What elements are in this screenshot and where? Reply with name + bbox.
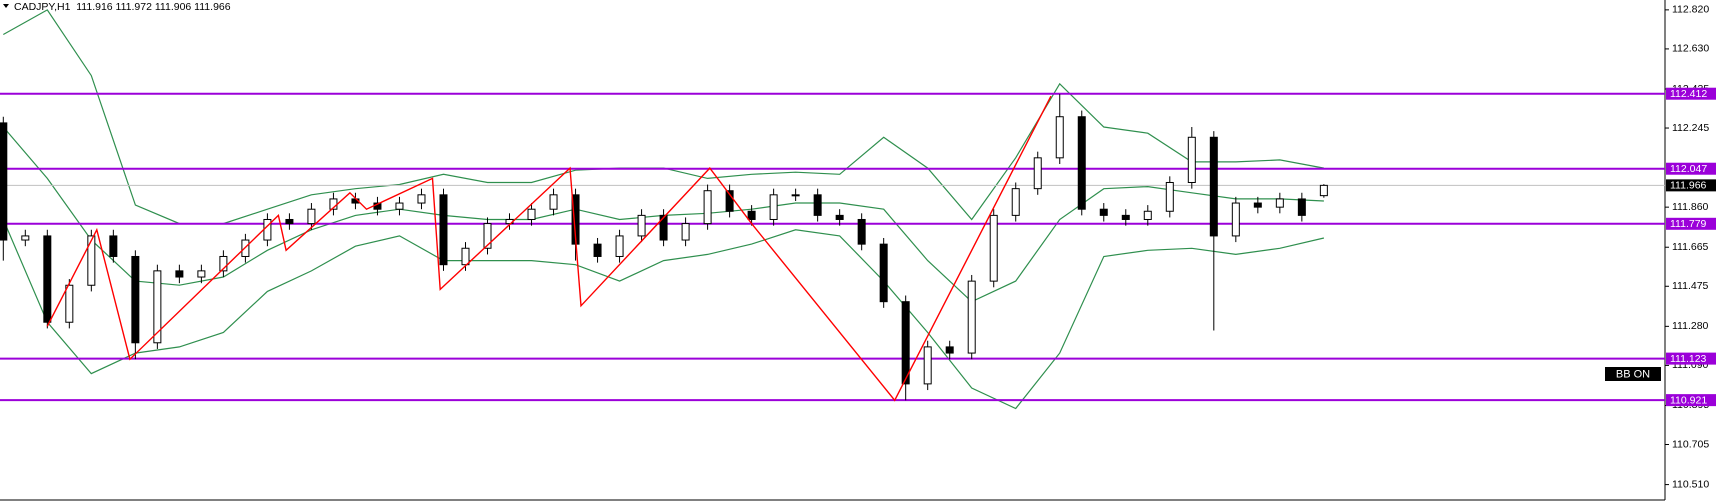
candle-body (813, 194, 822, 216)
candle-body (1099, 208, 1108, 216)
candle-body (285, 218, 294, 225)
candle-body (307, 208, 316, 225)
candle-body (43, 235, 52, 323)
candle-body (417, 194, 426, 204)
candle-body (901, 301, 910, 385)
zigzag (46, 95, 1052, 402)
candle-body (747, 210, 756, 220)
candle-body (439, 194, 448, 266)
candle-body (87, 235, 96, 286)
candle-body (615, 235, 624, 257)
candle-body (769, 194, 778, 220)
y-tick-label: 112.245 (1672, 122, 1709, 134)
candle-body (637, 214, 646, 237)
candle-body (131, 255, 140, 344)
candle-body (109, 235, 118, 257)
candle-body (593, 243, 602, 257)
candle-body (549, 194, 558, 210)
y-tick-label: 111.475 (1672, 280, 1709, 292)
level-label: 110.921 (1670, 394, 1707, 406)
candle-body (659, 214, 668, 241)
bollinger-band (2, 219, 1325, 410)
level-label: 112.412 (1670, 88, 1707, 100)
last-price-box (1666, 179, 1716, 192)
chart-title: CADJPY,H1 111.916 111.972 111.906 111.96… (14, 1, 231, 13)
y-tick-label: 112.630 (1672, 43, 1709, 55)
y-tick-label: 110.510 (1672, 478, 1709, 490)
candle-body (835, 214, 844, 220)
level-label: 111.123 (1670, 353, 1707, 365)
candle-body (175, 270, 184, 278)
candle-body (263, 218, 272, 241)
level-label-box (1666, 217, 1716, 230)
candle-body (989, 214, 998, 282)
level-label-box (1666, 87, 1716, 100)
y-tick-label: 111.665 (1672, 241, 1709, 253)
level-label-box (1666, 394, 1716, 407)
y-tick-label: 111.280 (1672, 320, 1709, 332)
candle-body (1055, 116, 1064, 159)
candle-body (483, 223, 492, 249)
candle-body (65, 284, 74, 323)
candle-body (725, 190, 734, 212)
candle-body (1187, 136, 1196, 183)
candle-body (1231, 202, 1240, 237)
candle-body (1077, 116, 1086, 210)
candle-body (0, 122, 8, 241)
y-tick-label: 112.820 (1672, 4, 1709, 16)
candle-body (197, 270, 206, 278)
candle-body (879, 243, 888, 303)
candle-body (21, 235, 30, 241)
candle-body (967, 280, 976, 354)
level-label-box (1666, 352, 1716, 365)
candle-body (1253, 202, 1262, 208)
candle-body (219, 255, 228, 272)
candle-body (1011, 188, 1020, 216)
candle-body (527, 208, 536, 220)
candle-body (1275, 198, 1284, 208)
y-tick-label: 111.860 (1672, 201, 1709, 213)
candle-body (153, 270, 162, 344)
candle-body (1143, 210, 1152, 220)
indicator-label: BB ON (1616, 368, 1650, 380)
candle-body (1297, 198, 1306, 216)
candle-body (1165, 181, 1174, 212)
level-label-box (1666, 162, 1716, 175)
indicator-box[interactable] (1605, 367, 1661, 381)
level-label: 112.047 (1670, 163, 1707, 175)
candle-body (1319, 184, 1328, 197)
candle-body (923, 346, 932, 385)
candle-body (857, 218, 866, 245)
last-price-label: 111.966 (1670, 180, 1707, 192)
candle-body (681, 223, 690, 241)
candle-body (703, 190, 712, 225)
candle-body (791, 194, 800, 197)
candle-body (461, 247, 470, 266)
candle-body (945, 346, 954, 354)
candle-body (1209, 136, 1218, 237)
y-tick-label: 110.705 (1672, 438, 1709, 450)
candle-body (1033, 157, 1042, 190)
collapse-arrow[interactable] (3, 4, 9, 8)
level-label: 111.779 (1670, 218, 1707, 230)
candle-body (1121, 214, 1130, 220)
candle-body (395, 202, 404, 210)
